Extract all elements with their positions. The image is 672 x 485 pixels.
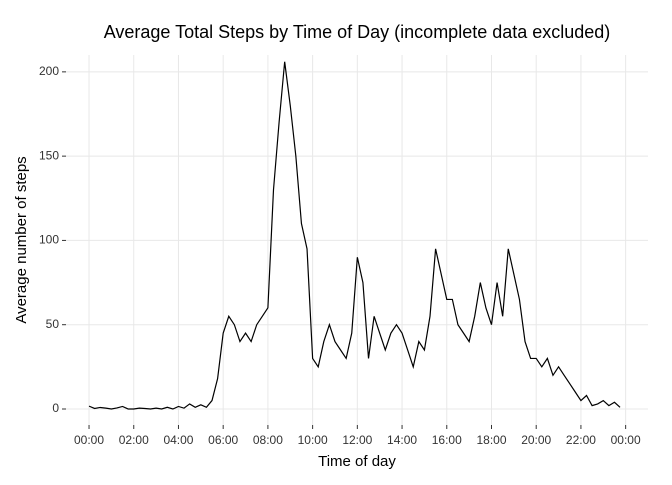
chart-title: Average Total Steps by Time of Day (inco…	[104, 22, 611, 42]
x-tick-label: 22:00	[566, 433, 596, 447]
x-tick-label: 20:00	[521, 433, 551, 447]
x-tick-label: 14:00	[387, 433, 417, 447]
x-tick-label: 18:00	[476, 433, 506, 447]
x-tick-label: 02:00	[119, 433, 149, 447]
y-tick-label: 150	[39, 148, 59, 162]
y-tick-label: 200	[39, 64, 59, 78]
y-tick-label: 50	[46, 317, 60, 331]
y-tick-label: 100	[39, 233, 59, 247]
x-tick-label: 12:00	[342, 433, 372, 447]
x-tick-label: 10:00	[298, 433, 328, 447]
x-tick-label: 00:00	[611, 433, 641, 447]
x-tick-label: 06:00	[208, 433, 238, 447]
x-tick-label: 08:00	[253, 433, 283, 447]
x-axis-label: Time of day	[318, 453, 396, 470]
x-tick-label: 16:00	[432, 433, 462, 447]
line	[88, 61, 621, 410]
y-axis-label: Average number of steps	[13, 156, 30, 323]
y-tick-label: 0	[52, 401, 59, 415]
x-tick-label: 04:00	[163, 433, 193, 447]
x-tick-label: 00:00	[74, 433, 104, 447]
